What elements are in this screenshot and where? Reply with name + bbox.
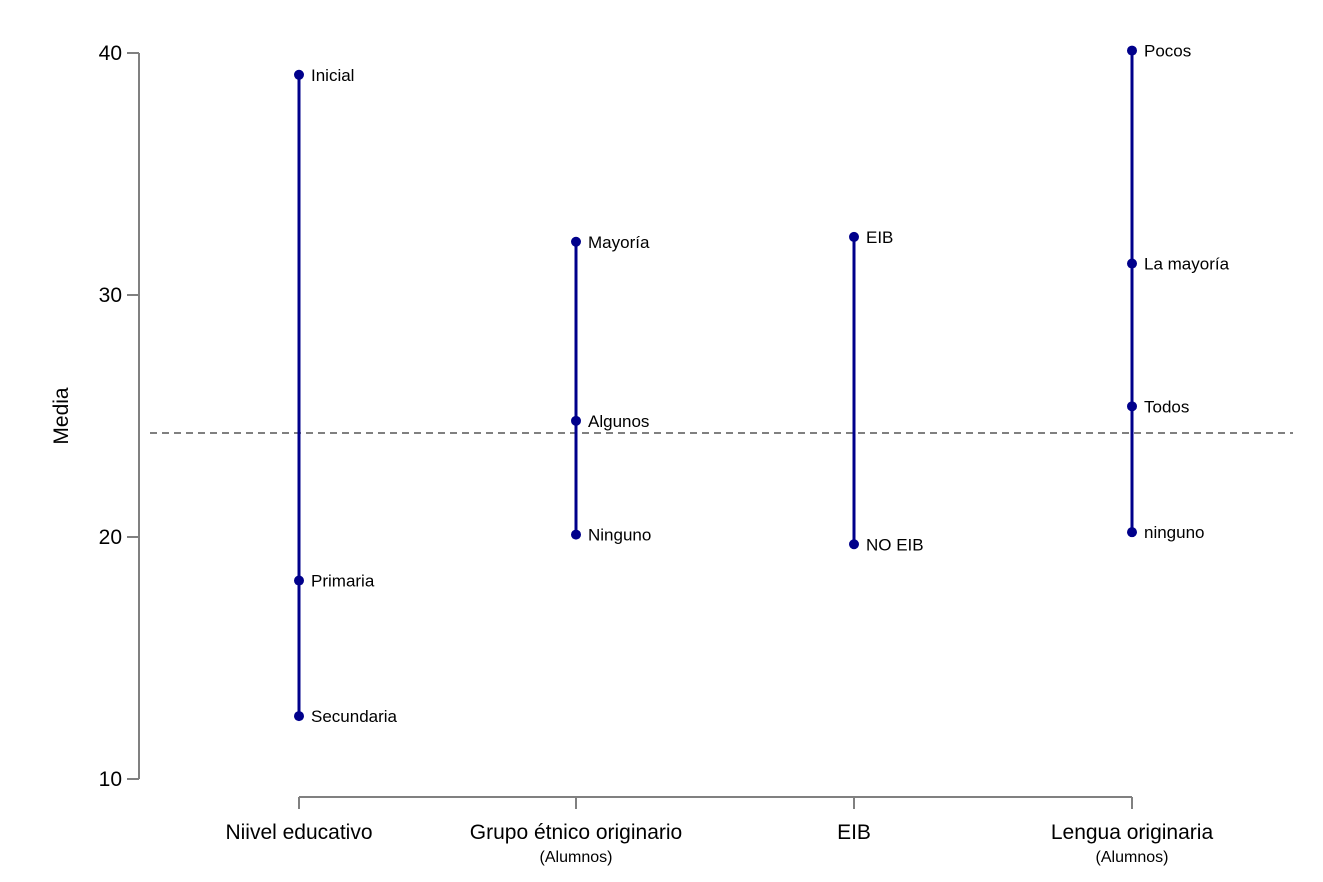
data-point <box>571 529 581 540</box>
data-point <box>571 415 581 426</box>
data-point-label: NO EIB <box>866 535 924 554</box>
data-point <box>1127 527 1137 538</box>
data-point-label: ninguno <box>1144 523 1205 542</box>
y-tick-label: 30 <box>99 284 122 307</box>
data-point-label: Primaria <box>311 572 375 591</box>
y-tick-label: 40 <box>99 42 122 65</box>
data-point <box>294 575 304 586</box>
data-point-label: Secundaria <box>311 707 398 726</box>
data-point-label: Todos <box>1144 397 1189 416</box>
data-point-label: Mayoría <box>588 233 650 252</box>
axes-layer: 10 20 30 40 Niivel educativo Grupo étnico ori… <box>99 42 1214 866</box>
x-category-sublabel: (Alumnos) <box>1096 849 1169 866</box>
data-point <box>849 231 859 242</box>
data-point <box>1127 258 1137 269</box>
data-point-label: Inicial <box>311 66 354 85</box>
data-point <box>1127 401 1137 412</box>
data-point-label: Algunos <box>588 412 649 431</box>
marks-layer: Inicial Primaria Secundaria Mayoría Algunos N… <box>294 42 1230 726</box>
data-point-label: La mayoría <box>1144 255 1230 274</box>
data-point-label: Ninguno <box>588 526 651 545</box>
data-point <box>571 236 581 247</box>
y-tick-label: 10 <box>99 768 122 791</box>
x-category-label: Grupo étnico originario <box>470 821 682 844</box>
x-category-label: EIB <box>837 821 871 844</box>
data-point-label: EIB <box>866 228 893 247</box>
data-point-label: Pocos <box>1144 42 1191 61</box>
data-point <box>1127 45 1137 56</box>
data-point <box>849 539 859 550</box>
y-axis-label: Media <box>50 387 73 445</box>
data-point <box>294 69 304 80</box>
x-category-sublabel: (Alumnos) <box>540 849 613 866</box>
y-tick-label: 20 <box>99 526 122 549</box>
x-category-label: Niivel educativo <box>225 821 372 844</box>
x-category-label: Lengua originaria <box>1051 821 1214 844</box>
data-point <box>294 711 304 722</box>
